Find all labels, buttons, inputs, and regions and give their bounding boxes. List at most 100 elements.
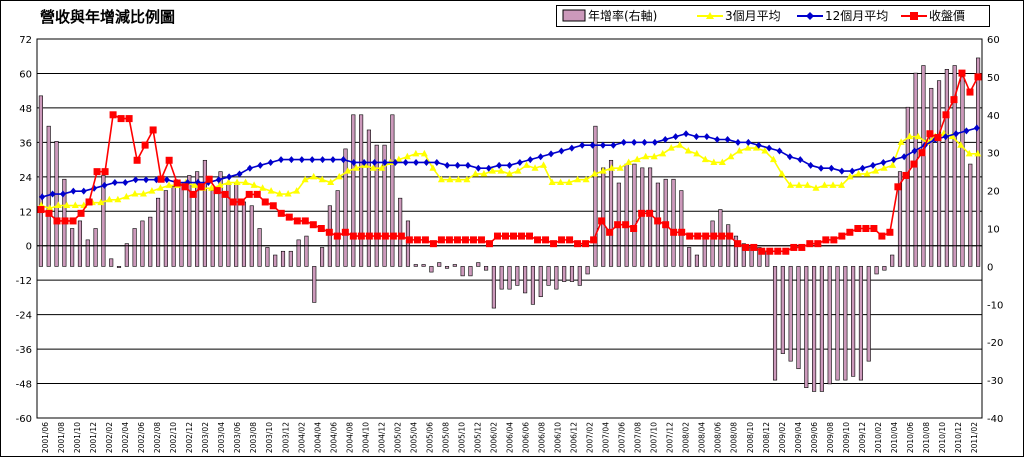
point-close	[421, 236, 429, 244]
point-close	[157, 175, 165, 183]
bar-yoy	[921, 65, 926, 267]
point-close	[686, 232, 694, 240]
point-close	[477, 236, 485, 244]
point-close	[910, 160, 918, 168]
bar-yoy	[171, 186, 176, 267]
bar-yoy	[335, 190, 340, 267]
bar-yoy	[702, 235, 707, 267]
point-3m	[514, 167, 522, 174]
point-close	[662, 221, 670, 229]
x-tick-label: 2006/06	[522, 422, 531, 453]
point-12m	[475, 164, 482, 172]
bar-yoy	[554, 266, 559, 290]
left-tick-label: -36	[16, 345, 32, 356]
x-tick-label: 2007/06	[618, 422, 627, 453]
point-close	[614, 221, 622, 229]
bar-yoy	[593, 125, 598, 267]
point-12m	[818, 164, 825, 172]
point-3m	[105, 195, 113, 203]
point-12m	[838, 167, 845, 175]
point-3m	[616, 164, 624, 171]
bar-yoy	[976, 57, 981, 267]
point-3m	[659, 149, 667, 157]
point-3m	[497, 167, 505, 174]
point-close	[213, 187, 221, 195]
point-close	[574, 240, 582, 248]
point-3m	[156, 184, 164, 191]
point-close	[814, 240, 822, 248]
point-close	[469, 236, 477, 244]
bar-yoy	[679, 190, 684, 267]
point-close	[253, 190, 261, 198]
point-12m	[963, 127, 970, 135]
point-close	[726, 232, 734, 240]
point-12m	[568, 144, 575, 152]
point-12m	[59, 190, 66, 198]
point-close	[534, 236, 542, 244]
point-3m	[250, 181, 258, 188]
bar-yoy	[320, 247, 325, 267]
point-close	[237, 198, 245, 206]
point-close	[165, 156, 173, 164]
x-tick-label: 2001/12	[89, 422, 98, 453]
point-close	[950, 96, 958, 104]
bar-yoy	[85, 239, 90, 267]
point-3m	[846, 172, 854, 180]
point-close	[173, 179, 181, 187]
point-12m	[693, 133, 700, 141]
point-3m	[344, 167, 352, 174]
x-tick-label: 2009/12	[858, 422, 867, 453]
bar-yoy	[648, 167, 653, 267]
bar-yoy	[460, 266, 465, 277]
point-12m	[973, 124, 980, 132]
point-close	[85, 198, 93, 206]
bar-yoy	[202, 159, 207, 267]
point-close	[205, 175, 213, 183]
point-close	[453, 236, 461, 244]
bar-yoy	[890, 254, 895, 267]
x-tick-label: 2005/02	[393, 422, 402, 453]
point-close	[886, 228, 894, 236]
point-12m	[350, 158, 357, 166]
point-close	[822, 236, 830, 244]
x-tick-label: 2006/02	[489, 422, 498, 453]
bar-yoy	[218, 171, 223, 267]
right-tick-label: 10	[987, 225, 1000, 236]
point-12m	[122, 179, 129, 187]
point-close	[293, 217, 301, 225]
point-12m	[319, 156, 326, 164]
point-3m	[821, 181, 828, 188]
bar-yoy	[827, 266, 832, 385]
x-tick-label: 2005/08	[441, 422, 450, 453]
point-close	[501, 232, 509, 240]
x-tick-label: 2002/02	[105, 422, 114, 453]
bar-yoy	[819, 266, 824, 392]
point-close	[45, 209, 53, 217]
point-3m	[974, 149, 982, 157]
point-3m	[420, 149, 428, 157]
bar-yoy	[601, 167, 606, 267]
bar-yoy	[780, 266, 785, 354]
point-close	[101, 168, 109, 176]
point-close	[309, 221, 317, 229]
point-3m	[914, 132, 922, 140]
point-close	[798, 243, 806, 251]
point-close	[245, 190, 253, 198]
bar-yoy	[398, 197, 403, 267]
bar-yoy	[624, 163, 629, 267]
bar-yoy	[530, 266, 535, 305]
point-3m	[761, 146, 769, 154]
x-tick-label: 2001/10	[73, 422, 82, 453]
point-close	[221, 190, 229, 198]
point-close	[510, 232, 518, 240]
bar-yoy	[640, 167, 645, 267]
point-3m	[301, 175, 309, 183]
point-3m	[565, 178, 573, 186]
point-3m	[63, 201, 71, 209]
bar-yoy	[804, 266, 809, 388]
x-tick-label: 2005/12	[473, 422, 482, 453]
x-tick-label: 2002/12	[185, 422, 194, 453]
point-close	[189, 190, 197, 198]
point-12m	[454, 161, 461, 169]
point-12m	[672, 133, 679, 141]
